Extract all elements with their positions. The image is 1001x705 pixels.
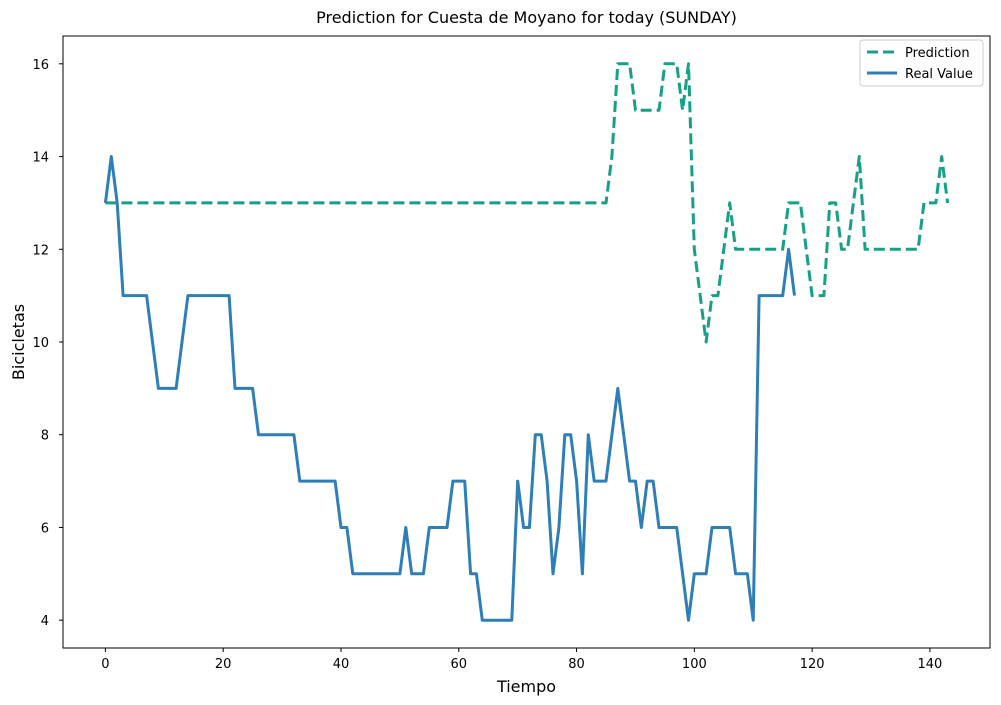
- legend-label: Prediction: [905, 46, 970, 61]
- series-layer: [103, 62, 950, 622]
- x-axis-ticks: 0 20 40 60 80 100 120 140: [101, 648, 942, 672]
- x-tick-label: 60: [450, 657, 467, 672]
- y-tick-label: 8: [41, 429, 49, 444]
- y-tick-label: 12: [32, 243, 49, 258]
- legend-label: Real Value: [905, 67, 973, 82]
- x-tick-label: 140: [918, 657, 943, 672]
- y-tick-label: 10: [32, 336, 49, 351]
- y-tick-label: 14: [32, 151, 49, 166]
- x-tick-label: 80: [568, 657, 585, 672]
- series-line-real-value: [103, 155, 796, 622]
- x-tick-label: 100: [682, 657, 707, 672]
- series-line-prediction: [105, 62, 950, 344]
- y-axis-title: Bicicletas: [9, 304, 28, 380]
- chart-title: Prediction for Cuesta de Moyano for toda…: [316, 8, 737, 27]
- x-tick-label: 120: [800, 657, 825, 672]
- x-axis-title: Tiempo: [496, 677, 556, 696]
- y-axis-ticks: 4 6 8 10 12 14 16: [32, 58, 63, 629]
- x-tick-label: 20: [215, 657, 232, 672]
- y-tick-label: 16: [32, 58, 49, 73]
- plot-frame: [62, 35, 991, 649]
- x-tick-label: 0: [101, 657, 109, 672]
- plot-area: [62, 35, 991, 649]
- y-tick-label: 4: [41, 614, 49, 629]
- y-tick-label: 6: [41, 521, 49, 536]
- legend: Prediction Real Value: [859, 39, 984, 87]
- x-tick-label: 40: [333, 657, 350, 672]
